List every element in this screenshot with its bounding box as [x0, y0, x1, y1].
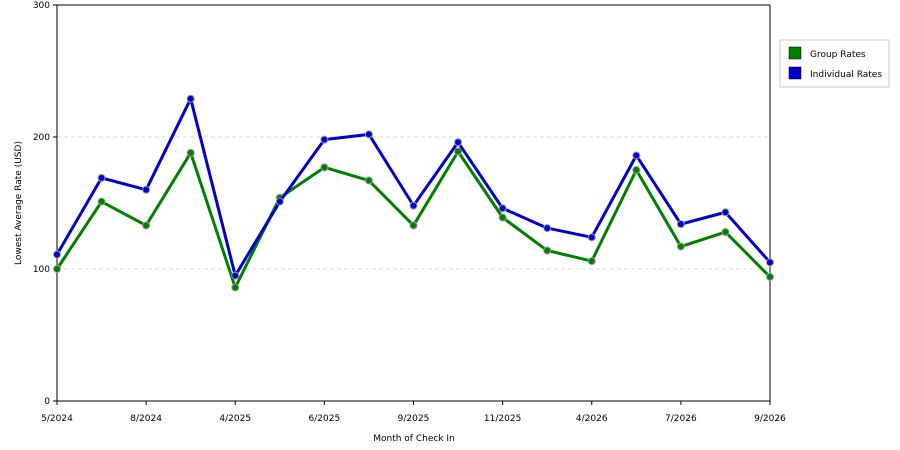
data-point-individual-rates: [275, 197, 284, 206]
series-individual-rates: [53, 94, 774, 280]
data-point-individual-rates: [721, 208, 730, 217]
x-tick-label: 4/2025: [219, 414, 251, 424]
series-group-rates: [53, 147, 774, 292]
legend-label-group-rates: Group Rates: [810, 50, 866, 60]
data-point-individual-rates: [543, 224, 552, 233]
data-point-group-rates: [231, 283, 240, 292]
data-point-individual-rates: [186, 94, 195, 103]
series-line-individual-rates: [55, 97, 772, 278]
data-point-group-rates: [498, 213, 507, 222]
data-point-individual-rates: [142, 185, 151, 194]
x-tick-label: 9/2025: [398, 414, 430, 424]
y-tick-label: 300: [33, 1, 50, 11]
x-tick-label: 4/2026: [576, 414, 608, 424]
x-tick-label: 5/2024: [41, 414, 73, 424]
data-point-group-rates: [766, 272, 774, 281]
data-point-group-rates: [587, 257, 596, 266]
data-point-group-rates: [632, 166, 641, 174]
data-point-individual-rates: [409, 201, 418, 210]
data-point-group-rates: [454, 147, 463, 156]
data-point-group-rates: [676, 242, 685, 251]
data-point-individual-rates: [97, 173, 106, 182]
data-point-individual-rates: [364, 130, 373, 139]
axes: [53, 4, 771, 405]
data-point-individual-rates: [231, 271, 240, 280]
data-point-individual-rates: [632, 151, 641, 160]
y-tick-label: 100: [33, 265, 50, 275]
x-axis-title: Month of Check In: [373, 434, 455, 444]
data-point-individual-rates: [320, 135, 329, 144]
legend-label-individual-rates: Individual Rates: [810, 70, 882, 80]
data-point-group-rates: [409, 221, 418, 230]
data-point-group-rates: [97, 197, 106, 206]
data-point-group-rates: [186, 148, 195, 157]
data-point-individual-rates: [676, 220, 685, 229]
x-tick-label: 7/2026: [665, 414, 697, 424]
data-point-group-rates: [364, 176, 373, 185]
y-axis-title: Lowest Average Rate (USD): [14, 141, 24, 265]
legend: Group Rates Individual Rates: [779, 39, 890, 88]
x-tick-label: 9/2026: [754, 414, 786, 424]
data-point-individual-rates: [587, 233, 596, 242]
series-lines: [53, 94, 774, 292]
x-tick-label: 11/2025: [484, 414, 521, 424]
data-point-group-rates: [721, 228, 730, 237]
data-point-group-rates: [142, 221, 151, 230]
data-point-individual-rates: [53, 250, 61, 259]
legend-swatch-individual-rates: [788, 66, 802, 80]
x-tick-label: 6/2025: [309, 414, 341, 424]
data-point-group-rates: [53, 265, 61, 273]
data-point-group-rates: [543, 246, 552, 255]
data-point-individual-rates: [498, 204, 507, 213]
tick-labels: 0 100 200 300 5/2024 8/2024 4/2025 6/2025 9/2025…: [33, 1, 786, 424]
y-tick-label: 200: [33, 133, 50, 143]
x-tick-label: 8/2024: [130, 414, 162, 424]
y-tick-label: 0: [44, 397, 50, 407]
data-point-individual-rates: [454, 138, 463, 147]
data-point-group-rates: [320, 163, 329, 172]
series-line-group-rates: [55, 150, 772, 289]
legend-swatch-group-rates: [788, 46, 802, 60]
data-point-individual-rates: [766, 258, 774, 267]
